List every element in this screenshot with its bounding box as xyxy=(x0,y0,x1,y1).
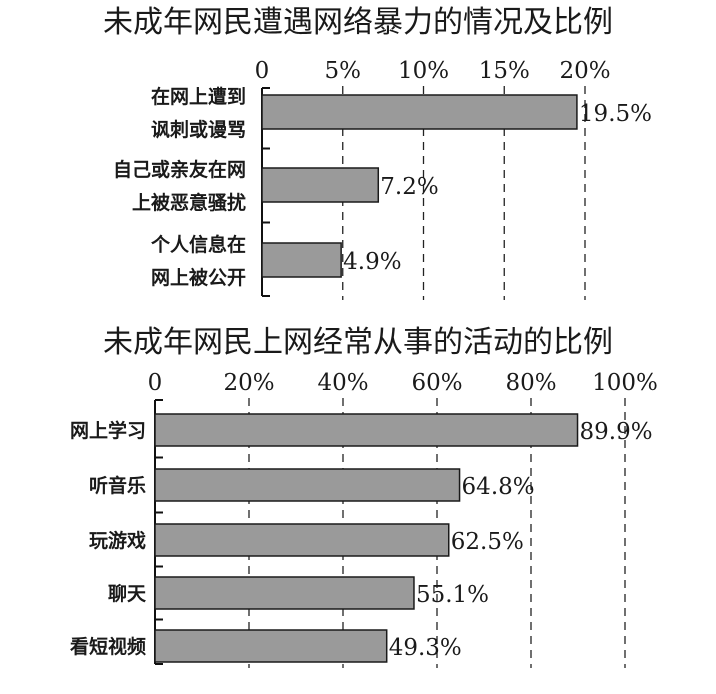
x-tick-label: 60% xyxy=(411,370,462,396)
category-label: 看短视频 xyxy=(69,635,146,658)
data-label: 19.5% xyxy=(579,101,652,127)
x-tick-label: 40% xyxy=(317,370,368,396)
category-label: 上被恶意骚扰 xyxy=(132,191,246,214)
category-label: 在网上遭到 xyxy=(151,85,246,108)
x-tick-label: 5% xyxy=(325,58,362,84)
chart-title: 未成年网民遭遇网络暴力的情况及比例 xyxy=(103,5,613,40)
x-tick-label: 80% xyxy=(505,370,556,396)
x-tick-label: 0 xyxy=(148,370,163,396)
category-label: 讽刺或谩骂 xyxy=(151,118,246,141)
data-label: 4.9% xyxy=(343,249,401,275)
category-label: 聊天 xyxy=(108,582,147,605)
category-label: 网上学习 xyxy=(70,419,146,442)
category-label: 网上被公开 xyxy=(151,266,246,289)
data-label: 64.8% xyxy=(462,474,535,500)
bar xyxy=(261,242,342,278)
x-tick-label: 20% xyxy=(223,370,274,396)
bar xyxy=(154,576,415,610)
category-label: 听音乐 xyxy=(89,474,146,497)
x-tick-label: 0 xyxy=(255,58,270,84)
category-label: 玩游戏 xyxy=(89,529,146,552)
category-label: 自己或亲友在网 xyxy=(113,158,246,181)
data-label: 62.5% xyxy=(451,529,524,555)
data-label: 89.9% xyxy=(580,419,653,445)
chart-title: 未成年网民上网经常从事的活动的比例 xyxy=(103,325,613,360)
data-label: 55.1% xyxy=(416,582,489,608)
bar xyxy=(154,468,461,502)
chart-activities: 未成年网民上网经常从事的活动的比例 0 20% 40% 60% 80% 100% 网上学习 89… xyxy=(69,325,658,668)
x-tick-label: 20% xyxy=(559,58,610,84)
bar xyxy=(154,523,450,557)
bar xyxy=(154,413,579,447)
x-tick-label: 15% xyxy=(479,58,530,84)
data-label: 49.3% xyxy=(389,635,462,661)
bar xyxy=(154,629,388,663)
category-label: 个人信息在 xyxy=(150,233,246,256)
x-tick-label: 10% xyxy=(398,58,449,84)
bar xyxy=(261,167,380,203)
data-label: 7.2% xyxy=(380,174,438,200)
x-tick-label: 100% xyxy=(592,370,658,396)
bar xyxy=(261,94,578,130)
